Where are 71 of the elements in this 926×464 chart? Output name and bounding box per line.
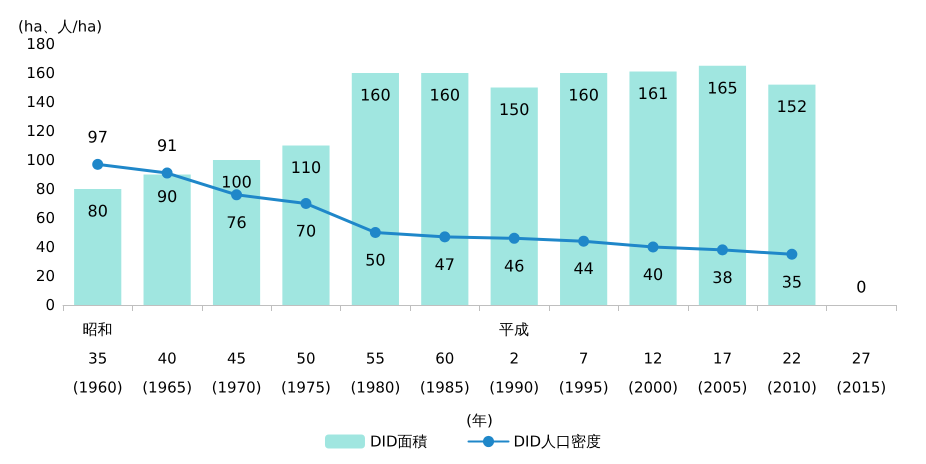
data-label: 165	[707, 78, 738, 98]
point	[786, 248, 798, 260]
x-tick-label: 7 (1995)	[558, 350, 609, 396]
y-tick-label: 140	[26, 93, 55, 111]
x-tick-label: 40 (1965)	[142, 350, 192, 396]
bar	[560, 73, 608, 305]
data-label: 40	[642, 265, 664, 284]
point	[578, 236, 590, 247]
data-label: 35	[782, 272, 802, 292]
x-tick-label: 60 (1985)	[420, 350, 470, 396]
legend-label: DID人口密度	[514, 432, 602, 450]
data-label: 38	[712, 268, 733, 287]
point	[439, 231, 450, 242]
bar	[144, 174, 191, 305]
data-label: 76	[226, 212, 247, 232]
bar	[74, 189, 122, 305]
bar	[768, 84, 816, 305]
bar	[421, 73, 468, 305]
x-axis-title: (年)	[466, 412, 493, 430]
x-tick-label: 45 (1970)	[212, 350, 262, 396]
x-tick-label: 昭和 35 (1960)	[72, 320, 123, 396]
y-tick-label: 40	[36, 238, 55, 256]
point	[648, 242, 659, 252]
data-label: 160	[568, 86, 599, 104]
data-label: 97	[88, 127, 108, 146]
data-label: 47	[434, 254, 455, 274]
point	[231, 189, 242, 200]
y-tick-label: 60	[36, 209, 55, 227]
data-label: 80	[88, 202, 108, 220]
x-tick-label: 55 (1980)	[350, 350, 400, 396]
x-tick-label: 27 (2015)	[836, 350, 886, 396]
data-label: 91	[156, 136, 178, 156]
data-label: 161	[638, 84, 668, 104]
data-label: 0	[856, 278, 866, 296]
point	[92, 158, 104, 170]
point	[162, 168, 173, 179]
data-label: 160	[360, 86, 391, 104]
data-label: 152	[776, 97, 808, 116]
x-tick-label: 17 (2005)	[698, 350, 748, 396]
y-axis-title: (ha、人/ha)	[18, 18, 102, 36]
data-label: 46	[504, 256, 524, 276]
y-tick-label: 120	[26, 122, 55, 140]
point	[370, 227, 381, 238]
bar	[490, 88, 538, 305]
data-label: 44	[573, 259, 594, 278]
data-label: 90	[156, 187, 178, 206]
x-tick-label: 12 (2000)	[628, 350, 678, 396]
bar	[629, 72, 677, 305]
y-tick-label: 180	[26, 35, 55, 53]
point	[508, 232, 520, 244]
point	[300, 198, 312, 209]
x-tick-label: 50 (1975)	[281, 350, 331, 396]
data-label: 110	[290, 158, 322, 177]
bar	[352, 73, 399, 305]
point	[716, 244, 728, 256]
bar	[212, 160, 260, 305]
x-tick-label: 平成 2 (1990)	[489, 320, 540, 396]
y-tick-label: 100	[26, 151, 55, 169]
legend-label: DID面積	[370, 432, 428, 450]
bar	[282, 146, 330, 305]
y-tick-label: 20	[36, 267, 55, 285]
bar	[698, 66, 746, 305]
y-tick-label: 0	[45, 296, 55, 314]
y-tick-label: 80	[36, 180, 55, 198]
data-label: 160	[430, 86, 460, 104]
data-label: 100	[221, 172, 252, 192]
x-tick-label: 22 (2010)	[766, 350, 817, 396]
y-tick-label: 160	[26, 64, 55, 82]
data-label: 150	[498, 100, 530, 119]
data-label: 70	[296, 222, 316, 240]
data-label: 50	[365, 250, 386, 270]
